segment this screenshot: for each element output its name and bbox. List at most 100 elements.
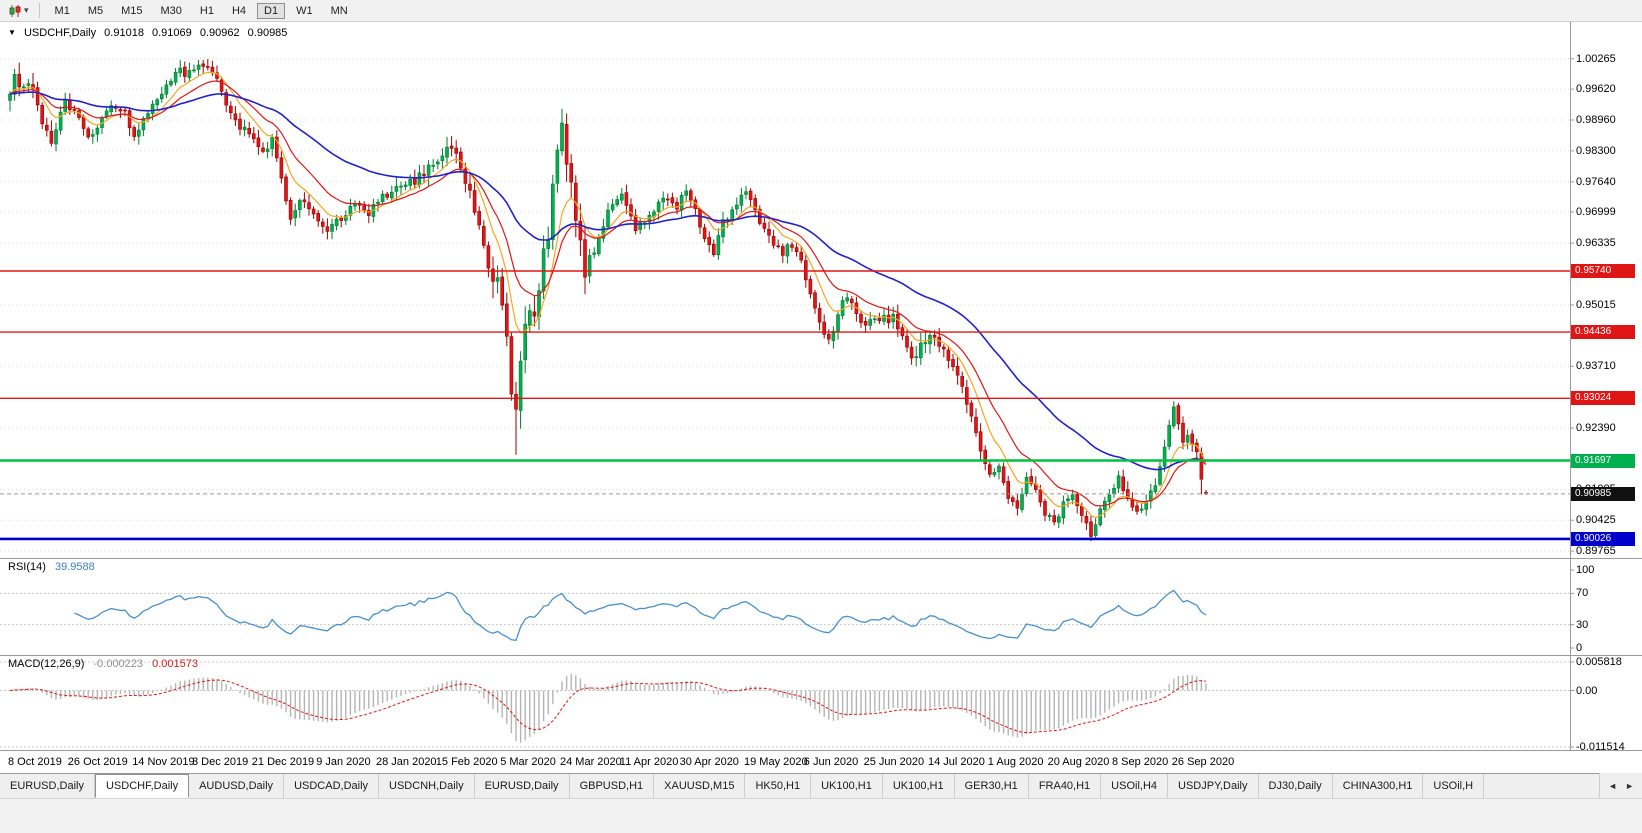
date-axis-label: 6 Jun 2020 xyxy=(803,756,859,768)
tab-usdchf-daily[interactable]: USDCHF,Daily xyxy=(94,774,190,798)
date-axis-label: 5 Mar 2020 xyxy=(500,756,556,768)
date-axis-label: 20 Aug 2020 xyxy=(1047,756,1110,768)
price-gridlines xyxy=(0,58,1570,552)
low-price-value: 0.90962 xyxy=(199,27,240,39)
price-axis-label: 0.97640 xyxy=(1576,175,1616,188)
price-badge-0.93024: 0.93024 xyxy=(1571,391,1635,406)
price-axis-label: 1.00265 xyxy=(1576,52,1616,65)
price-axis-label: 0.90425 xyxy=(1576,514,1616,527)
tab-usoil-h[interactable]: USOil,H xyxy=(1423,774,1485,798)
tab-gbpusd-h1[interactable]: GBPUSD,H1 xyxy=(569,774,655,798)
tab-label: USOil,H4 xyxy=(1111,780,1158,792)
time-axis[interactable]: 8 Oct 2019 26 Oct 2019 14 Nov 2019 3 Dec 20… xyxy=(0,751,1642,773)
tab-label: USOil,H xyxy=(1433,780,1474,792)
tab-label: EURUSD,Daily xyxy=(484,780,559,792)
tab-label: AUDUSD,Daily xyxy=(199,780,274,792)
timeframe-button-d1[interactable]: D1 xyxy=(257,2,286,19)
chevron-down-icon[interactable]: ▾ xyxy=(24,5,29,15)
tab-dj30-daily[interactable]: DJ30,Daily xyxy=(1258,774,1333,798)
tab-uk100-h1[interactable]: UK100,H1 xyxy=(882,774,955,798)
date-axis-label: 14 Nov 2019 xyxy=(132,756,195,768)
date-axis-label: 1 Aug 2020 xyxy=(987,756,1044,768)
tab-usdcnh-daily[interactable]: USDCNH,Daily xyxy=(379,774,475,798)
macd-axis-label: 0.00 xyxy=(1576,684,1598,697)
tab-usoil-h4[interactable]: USOil,H4 xyxy=(1101,774,1169,798)
date-axis-label: 25 Jun 2020 xyxy=(863,756,925,768)
macd-histogram xyxy=(13,673,1207,743)
tab-hk50-h1[interactable]: HK50,H1 xyxy=(745,774,812,798)
price-axis-label: 0.95015 xyxy=(1576,299,1616,311)
date-axis-label: 11 Apr 2020 xyxy=(619,756,679,768)
price-axis-label: 0.98300 xyxy=(1576,144,1616,157)
rsi-name: RSI(14) xyxy=(8,561,46,573)
macd-main-value: -0.000223 xyxy=(93,658,144,670)
ma-45-line xyxy=(9,91,1207,471)
macd-signal-line xyxy=(9,679,1207,734)
macd-indicator-label: MACD(12,26,9) -0.000223 0.001573 xyxy=(8,658,204,670)
tab-label: UK100,H1 xyxy=(821,780,872,792)
price-badge-0.95740: 0.95740 xyxy=(1571,264,1635,278)
price-badge-0.90985: 0.90985 xyxy=(1571,486,1635,501)
tab-fra40-h1[interactable]: FRA40,H1 xyxy=(1028,774,1102,798)
tab-scroll-controls: ◄ ► xyxy=(1599,773,1642,798)
tab-label: XAUUSD,M15 xyxy=(664,780,735,792)
tab-china300-h1[interactable]: CHINA300,H1 xyxy=(1332,774,1424,798)
tab-label: USDJPY,Daily xyxy=(1178,780,1248,792)
tab-usdjpy-daily[interactable]: USDJPY,Daily xyxy=(1168,774,1259,798)
price-axis-label: 0.92390 xyxy=(1576,422,1616,435)
timeframe-button-h1[interactable]: H1 xyxy=(199,4,214,17)
timeframe-button-w1[interactable]: W1 xyxy=(296,4,313,17)
timeframe-button-m30[interactable]: M30 xyxy=(160,4,182,17)
date-axis-label: 3 Dec 2019 xyxy=(192,756,249,768)
tab-uk100-h1[interactable]: UK100,H1 xyxy=(811,774,883,798)
close-price-value: 0.90985 xyxy=(247,27,288,39)
timeframe-button-m5[interactable]: M5 xyxy=(87,4,104,17)
tab-label: USDCNH,Daily xyxy=(389,780,464,792)
tab-label: FRA40,H1 xyxy=(1038,780,1091,792)
chart-tabs-bar: EURUSD,Daily USDCHF,Daily AUDUSD,Daily USDC… xyxy=(0,773,1642,798)
tab-label: GBPUSD,H1 xyxy=(579,780,644,792)
price-axis-label: 0.96999 xyxy=(1576,205,1616,218)
candlestick-chart-icon[interactable] xyxy=(8,4,22,17)
date-axis-label: 21 Dec 2019 xyxy=(251,756,315,768)
price-badge-0.94436: 0.94436 xyxy=(1571,325,1635,340)
timeframe-button-m15[interactable]: M15 xyxy=(121,4,143,17)
chart-plot-area[interactable] xyxy=(0,22,1570,557)
tab-label: CHINA300,H1 xyxy=(1342,780,1413,792)
price-axis-label: 0.96335 xyxy=(1576,237,1616,250)
tab-label: USDCHF,Daily xyxy=(105,780,179,792)
date-axis-label: 24 Mar 2020 xyxy=(560,756,622,768)
price-axis[interactable]: 1.00265 0.99620 0.98960 0.98300 0.97640 0.969… xyxy=(1570,0,1642,833)
rsi-line xyxy=(74,589,1207,642)
tabs-scroll-left-icon[interactable]: ◄ xyxy=(1608,780,1618,791)
timeframe-button-h4[interactable]: H4 xyxy=(231,4,247,17)
tabs-scroll-right-icon[interactable]: ► xyxy=(1625,780,1634,791)
tab-usdcad-daily[interactable]: USDCAD,Daily xyxy=(284,774,380,798)
date-axis-label: 8 Sep 2020 xyxy=(1112,756,1169,768)
date-axis-label: 9 Jan 2020 xyxy=(316,756,371,768)
tab-eurusd-daily[interactable]: EURUSD,Daily xyxy=(474,774,570,798)
tab-audusd-daily[interactable]: AUDUSD,Daily xyxy=(189,774,285,798)
rsi-level-lines xyxy=(0,592,1570,626)
price-axis-label: 0.98960 xyxy=(1576,114,1616,126)
chart-ohlc-title: ▼ USDCHF,Daily 0.91018 0.91069 0.90962 0… xyxy=(8,27,292,39)
one-click-trading-toggle[interactable]: ▼ xyxy=(8,28,16,37)
tab-label: EURUSD,Daily xyxy=(10,780,84,792)
rsi-axis-label: 100 xyxy=(1576,564,1595,576)
chart-tabs: EURUSD,Daily USDCHF,Daily AUDUSD,Daily USDC… xyxy=(0,774,1485,798)
tab-eurusd-daily[interactable]: EURUSD,Daily xyxy=(0,774,95,798)
open-price-value: 0.91018 xyxy=(104,27,144,39)
tab-label: HK50,H1 xyxy=(755,780,801,792)
date-axis-label: 8 Oct 2019 xyxy=(8,756,62,768)
macd-name: MACD(12,26,9) xyxy=(8,658,85,670)
price-badge-0.90026: 0.90026 xyxy=(1571,531,1635,546)
horizontal-lines[interactable] xyxy=(0,270,1570,541)
high-price-value: 0.91069 xyxy=(152,27,192,39)
tab-xauusd-m15[interactable]: XAUUSD,M15 xyxy=(654,774,746,798)
timeframe-button-m1[interactable]: M1 xyxy=(54,4,70,17)
tab-label: DJ30,Daily xyxy=(1268,780,1322,792)
timeframe-button-mn[interactable]: MN xyxy=(330,4,348,17)
tab-ger30-h1[interactable]: GER30,H1 xyxy=(954,774,1029,798)
